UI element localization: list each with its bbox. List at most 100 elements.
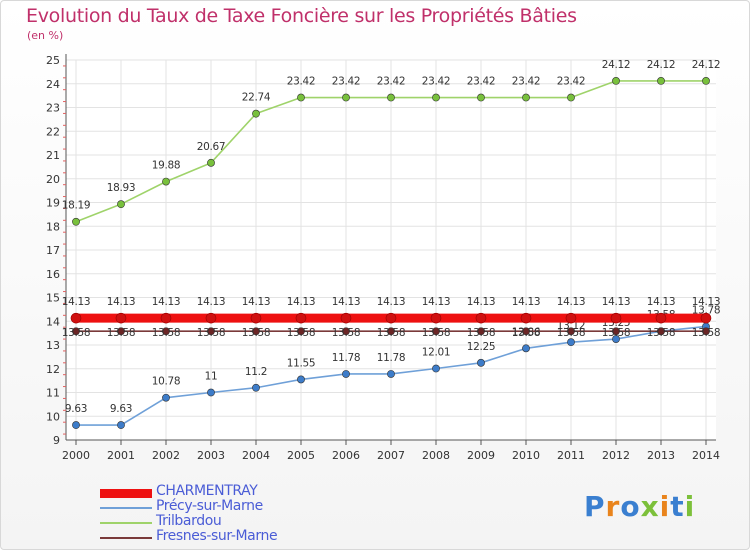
- legend-item: Trilbardou: [100, 513, 360, 530]
- data-point: [385, 312, 397, 324]
- data-point: [115, 312, 127, 324]
- data-label: 14.13: [557, 296, 586, 308]
- data-label: 12.25: [467, 341, 496, 353]
- data-point: [477, 93, 485, 102]
- data-label: 13.58: [377, 327, 406, 339]
- data-label: 13.58: [62, 327, 91, 339]
- x-tick-label: 2012: [602, 449, 630, 462]
- data-point: [702, 77, 710, 85]
- data-point: [162, 327, 170, 336]
- data-point: [72, 421, 80, 429]
- data-point: [522, 93, 530, 102]
- legend-item: Précy-sur-Marne: [100, 498, 360, 515]
- y-tick-label: 17: [46, 244, 60, 257]
- logo-letter: t: [670, 490, 685, 523]
- data-point: [297, 93, 305, 102]
- data-point: [610, 312, 622, 324]
- data-label: 13.58: [152, 327, 181, 339]
- legend-label: Fresnes-sur-Marne: [156, 528, 278, 544]
- y-tick-label: 12: [46, 363, 60, 376]
- data-label: 14.13: [107, 296, 136, 308]
- data-label: 12.01: [422, 347, 451, 359]
- legend-item: CHARMENTRAY: [100, 483, 360, 500]
- data-point: [342, 93, 350, 102]
- data-label: 13.58: [422, 327, 451, 339]
- data-label: 13.58: [602, 327, 631, 339]
- data-point: [160, 312, 172, 324]
- data-label: 23.42: [332, 76, 361, 88]
- data-point: [700, 312, 712, 324]
- data-point: [432, 364, 440, 373]
- data-label: 11.2: [245, 366, 267, 378]
- data-label: 13.58: [197, 327, 226, 339]
- data-point: [207, 327, 215, 336]
- data-point: [162, 177, 170, 186]
- x-tick-label: 2009: [467, 449, 495, 462]
- data-point: [117, 327, 125, 336]
- data-label: 14.13: [242, 296, 271, 308]
- x-tick-label: 2005: [287, 449, 315, 462]
- legend-swatch: [100, 507, 152, 509]
- data-point: [432, 327, 440, 336]
- legend-swatch: [100, 488, 152, 498]
- x-tick-label: 2003: [197, 449, 225, 462]
- data-label: 14.13: [602, 296, 631, 308]
- logo-letter: o: [620, 490, 641, 523]
- data-label: 23.42: [287, 76, 316, 88]
- data-point: [342, 327, 350, 336]
- logo-letter: x: [640, 490, 660, 523]
- y-tick-label: 20: [46, 173, 60, 186]
- logo-letter: i: [659, 490, 671, 523]
- x-tick-label: 2008: [422, 449, 450, 462]
- x-tick-label: 2011: [557, 449, 585, 462]
- data-point: [612, 335, 620, 343]
- x-tick-label: 2013: [647, 449, 675, 462]
- data-point: [342, 370, 350, 378]
- data-point: [72, 217, 80, 226]
- data-label: 14.13: [287, 296, 316, 308]
- data-label: 14.13: [152, 296, 181, 308]
- data-point: [522, 327, 530, 336]
- data-label: 9.63: [65, 403, 87, 415]
- data-point: [477, 327, 485, 336]
- y-tick-label: 11: [46, 387, 60, 400]
- data-label: 14.13: [197, 296, 226, 308]
- data-label: 18.93: [107, 182, 136, 194]
- data-label: 14.13: [62, 296, 91, 308]
- y-tick-label: 16: [46, 268, 60, 281]
- y-tick-label: 13: [46, 339, 60, 352]
- data-label: 23.42: [377, 76, 406, 88]
- data-label: 13.12: [557, 320, 586, 332]
- data-point: [477, 358, 485, 367]
- y-tick-label: 9: [53, 434, 60, 447]
- x-tick-label: 2007: [377, 449, 405, 462]
- data-label: 11: [205, 371, 218, 383]
- data-label: 23.42: [422, 76, 451, 88]
- data-point: [72, 327, 80, 336]
- data-label: 14.13: [422, 296, 451, 308]
- data-point: [612, 77, 620, 85]
- data-label: 23.42: [467, 76, 496, 88]
- y-tick-label: 23: [46, 102, 60, 115]
- data-label: 13.58: [557, 327, 586, 339]
- x-tick-label: 2000: [62, 449, 90, 462]
- data-point: [207, 388, 215, 397]
- data-point: [70, 312, 82, 324]
- data-point: [432, 93, 440, 102]
- legend-label: Trilbardou: [156, 513, 222, 529]
- x-tick-label: 2010: [512, 449, 540, 462]
- data-label: 22.74: [242, 92, 271, 104]
- data-point: [297, 375, 305, 384]
- data-point: [475, 312, 487, 324]
- data-point: [207, 158, 215, 167]
- data-label: 14.13: [377, 296, 406, 308]
- data-label: 13.58: [287, 327, 316, 339]
- unit-label: (en %): [27, 29, 64, 42]
- data-point: [567, 338, 575, 347]
- y-tick-label: 15: [46, 292, 60, 305]
- x-tick-label: 2014: [692, 449, 720, 462]
- data-label: 14.13: [647, 296, 676, 308]
- data-point: [250, 312, 262, 324]
- data-label: 13.58: [692, 327, 721, 339]
- data-label: 14.13: [512, 296, 541, 308]
